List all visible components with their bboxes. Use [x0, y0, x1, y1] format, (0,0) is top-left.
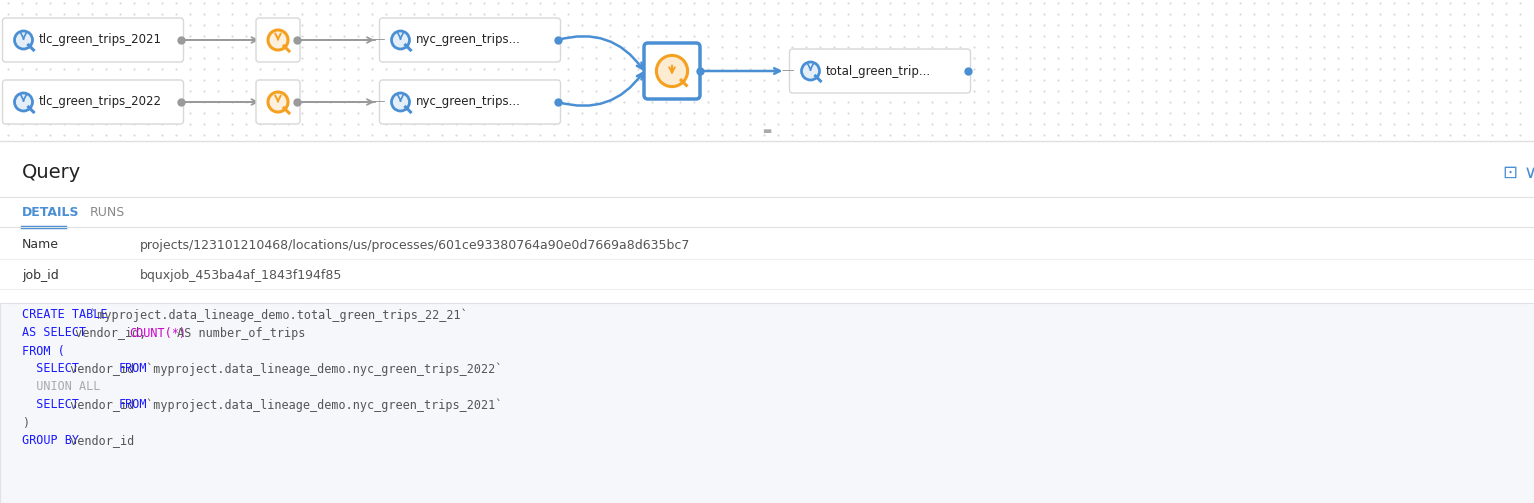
FancyBboxPatch shape [379, 18, 560, 62]
FancyBboxPatch shape [256, 18, 301, 62]
Text: vendor_id,: vendor_id, [67, 326, 153, 340]
Text: bquxjob_453ba4af_1843f194f85: bquxjob_453ba4af_1843f194f85 [140, 269, 342, 282]
Text: vendor_id: vendor_id [63, 435, 133, 448]
FancyBboxPatch shape [379, 80, 560, 124]
Text: Query: Query [21, 163, 81, 183]
Text: AS SELECT: AS SELECT [21, 326, 86, 340]
Text: ▬: ▬ [762, 126, 772, 136]
Text: vendor_id: vendor_id [63, 398, 141, 411]
Text: ): ) [21, 416, 29, 430]
Text: FROM: FROM [120, 398, 147, 411]
Circle shape [14, 93, 32, 111]
Text: projects/123101210468/locations/us/processes/601ce93380764a90e0d7669a8d635bc7: projects/123101210468/locations/us/proce… [140, 238, 690, 252]
FancyBboxPatch shape [3, 18, 184, 62]
Text: SELECT: SELECT [21, 398, 78, 411]
Text: nyc_green_trips...: nyc_green_trips... [416, 96, 520, 109]
Text: job_id: job_id [21, 269, 58, 282]
Circle shape [14, 31, 32, 49]
Text: tlc_green_trips_2022: tlc_green_trips_2022 [38, 96, 161, 109]
Text: `myproject.data_lineage_demo.nyc_green_trips_2022`: `myproject.data_lineage_demo.nyc_green_t… [140, 362, 503, 376]
Text: CREATE TABLE: CREATE TABLE [21, 308, 107, 321]
Text: `myproject.data_lineage_demo.total_green_trips_22_21`: `myproject.data_lineage_demo.total_green… [83, 308, 468, 322]
Circle shape [657, 55, 687, 87]
Text: DETAILS: DETAILS [21, 207, 80, 219]
Text: Name: Name [21, 238, 58, 252]
Circle shape [268, 92, 288, 112]
FancyBboxPatch shape [644, 43, 700, 99]
Text: FROM (: FROM ( [21, 345, 64, 358]
Text: UNION ALL: UNION ALL [21, 380, 100, 393]
Circle shape [801, 62, 819, 80]
Text: COUNT(*): COUNT(*) [129, 326, 186, 340]
FancyBboxPatch shape [790, 49, 971, 93]
Circle shape [268, 30, 288, 50]
Text: vendor_id: vendor_id [63, 363, 141, 376]
Text: `myproject.data_lineage_demo.nyc_green_trips_2021`: `myproject.data_lineage_demo.nyc_green_t… [140, 398, 503, 412]
FancyBboxPatch shape [0, 303, 1534, 503]
Text: RUNS: RUNS [91, 207, 126, 219]
FancyBboxPatch shape [3, 80, 184, 124]
Text: GROUP BY: GROUP BY [21, 435, 78, 448]
Text: SELECT: SELECT [21, 363, 78, 376]
Text: —: — [781, 64, 793, 77]
Text: ∨: ∨ [1523, 164, 1534, 182]
Text: total_green_trip...: total_green_trip... [825, 64, 931, 77]
Text: tlc_green_trips_2021: tlc_green_trips_2021 [38, 34, 161, 46]
Text: —: — [373, 96, 385, 109]
Text: —: — [373, 34, 385, 46]
Circle shape [391, 31, 410, 49]
Text: nyc_green_trips...: nyc_green_trips... [416, 34, 520, 46]
Text: FROM: FROM [120, 363, 147, 376]
FancyBboxPatch shape [256, 80, 301, 124]
Text: AS number_of_trips: AS number_of_trips [170, 326, 305, 340]
Text: ⊡: ⊡ [1502, 164, 1517, 182]
Circle shape [391, 93, 410, 111]
